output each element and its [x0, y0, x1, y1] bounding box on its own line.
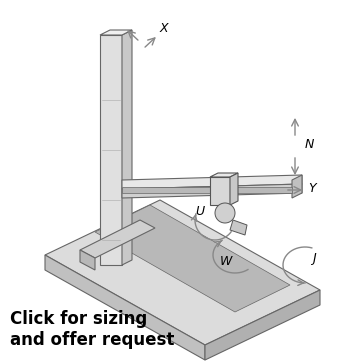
Text: N: N — [305, 138, 314, 151]
Polygon shape — [210, 173, 238, 177]
Polygon shape — [205, 290, 320, 360]
Text: Y: Y — [308, 182, 316, 195]
Polygon shape — [230, 173, 238, 205]
Text: X: X — [160, 22, 169, 35]
Polygon shape — [45, 255, 205, 360]
Polygon shape — [100, 35, 122, 265]
Polygon shape — [80, 250, 95, 270]
Polygon shape — [45, 200, 320, 345]
Polygon shape — [122, 175, 302, 189]
Text: W: W — [220, 255, 232, 268]
Text: U: U — [195, 205, 204, 218]
Polygon shape — [210, 177, 230, 205]
Polygon shape — [230, 220, 247, 235]
Polygon shape — [122, 30, 132, 265]
Polygon shape — [100, 30, 132, 35]
Polygon shape — [292, 175, 302, 198]
Polygon shape — [122, 184, 302, 198]
Text: Click for sizing
and offer request: Click for sizing and offer request — [10, 310, 175, 349]
Circle shape — [215, 203, 235, 223]
Polygon shape — [95, 205, 290, 312]
Polygon shape — [80, 220, 155, 258]
Polygon shape — [122, 187, 292, 193]
Text: J: J — [312, 252, 316, 265]
